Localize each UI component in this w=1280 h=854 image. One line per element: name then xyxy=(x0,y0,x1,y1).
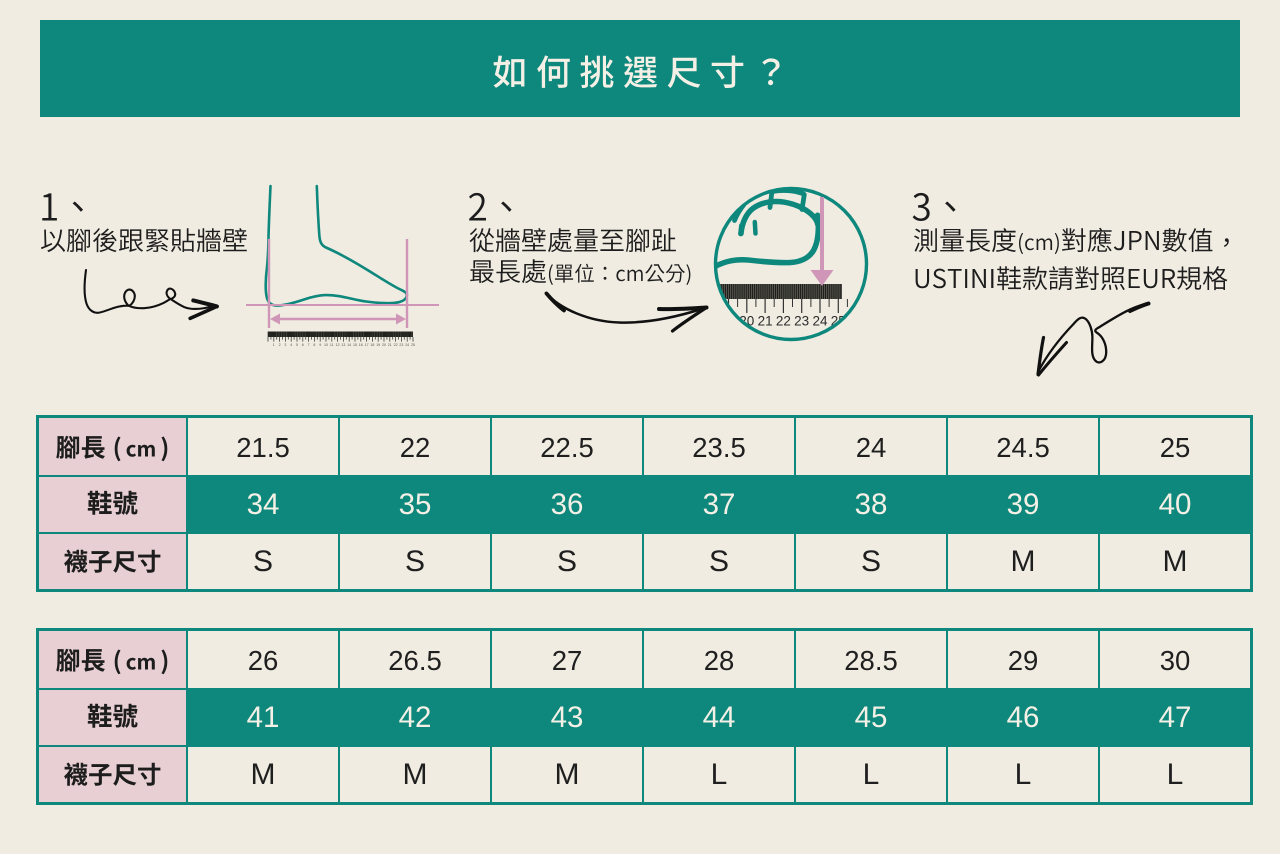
svg-text:24: 24 xyxy=(405,343,409,347)
svg-text:9: 9 xyxy=(319,343,321,347)
svg-text:25: 25 xyxy=(411,343,415,347)
svg-text:17: 17 xyxy=(365,343,369,347)
svg-text:18: 18 xyxy=(370,343,374,347)
svg-text:14: 14 xyxy=(347,343,351,347)
svg-text:20: 20 xyxy=(382,343,386,347)
svg-text:21: 21 xyxy=(388,343,392,347)
svg-text:24: 24 xyxy=(812,314,828,329)
svg-text:23: 23 xyxy=(399,343,403,347)
svg-text:22: 22 xyxy=(394,343,398,347)
svg-text:6: 6 xyxy=(302,343,304,347)
svg-text:8: 8 xyxy=(313,343,315,347)
svg-text:21: 21 xyxy=(758,314,773,329)
svg-text:4: 4 xyxy=(290,343,292,347)
svg-text:10: 10 xyxy=(324,343,328,347)
svg-text:3: 3 xyxy=(284,343,286,347)
svg-text:2: 2 xyxy=(279,343,281,347)
svg-text:12: 12 xyxy=(336,343,340,347)
svg-text:11: 11 xyxy=(330,343,334,347)
svg-text:19: 19 xyxy=(376,343,380,347)
svg-text:23: 23 xyxy=(794,314,809,329)
svg-text:22: 22 xyxy=(776,314,791,329)
svg-text:16: 16 xyxy=(359,343,363,347)
svg-text:15: 15 xyxy=(353,343,357,347)
svg-text:7: 7 xyxy=(308,343,310,347)
svg-text:5: 5 xyxy=(296,343,298,347)
svg-text:1: 1 xyxy=(273,343,275,347)
svg-text:13: 13 xyxy=(341,343,345,347)
